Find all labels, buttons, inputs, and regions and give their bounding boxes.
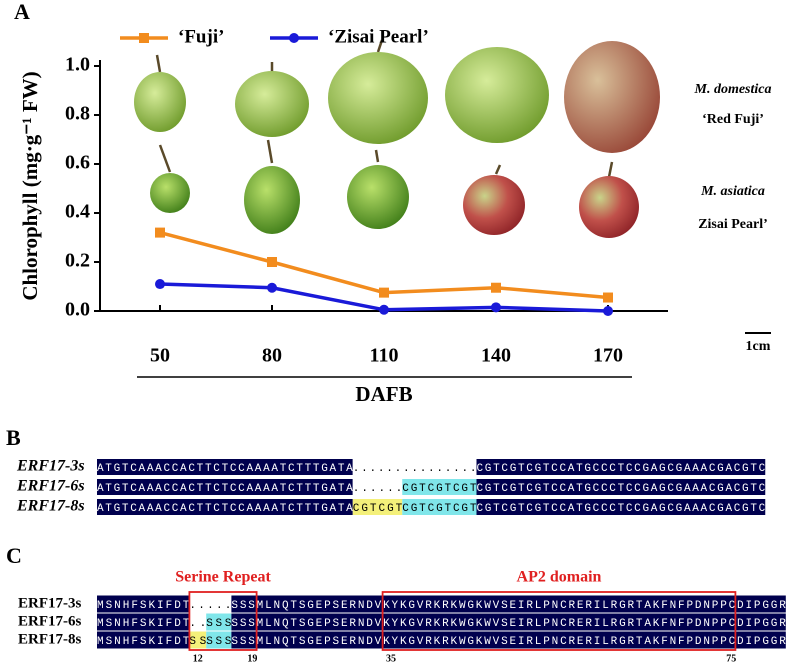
scale-bar-label: 1cm [746,339,771,354]
y-tick-label: 0.4 [65,201,90,223]
y-axis-label: Chlorophyll (mg·g⁻¹ FW) [18,71,42,300]
sequence-text: CGTCGTCGT [402,503,477,515]
marker [379,304,389,315]
cultivar-label: Zisai Pearl’ [698,217,768,232]
position-label: 35 [386,653,396,664]
marker [379,287,389,298]
x-tick-label: 170 [593,345,623,367]
cultivar-label: ‘Red Fuji’ [702,112,764,127]
sequence-text: ............... [353,463,477,475]
sequence-block [476,479,766,495]
sequence-text: SSSMLNQTSGEPSERNDVKYKGVRKRKWGKWVSEIRLPNC… [231,636,786,648]
x-tick-label: 140 [481,345,511,367]
sequence-name: ERF17-6s [16,478,85,495]
x-axis-label: DAFB [355,382,412,406]
y-tick-label: 0.6 [65,152,90,174]
y-tick-label: 0.0 [65,299,90,321]
marker [289,33,299,43]
x-tick-label: 80 [262,345,282,367]
region-label: AP2 domain [517,569,602,586]
sequence-text: SSSMLNQTSGEPSERNDVKYKGVRKRKWGKWVSEIRLPNC… [231,618,786,630]
sequence-block [189,595,232,613]
sequence-block [97,595,190,613]
sequence-block [97,613,190,631]
sequence-text: MSNHFSKIFDT [97,600,190,612]
position-label: 75 [726,653,736,664]
sequence-text: CGTCGTCGTCCATGCCCTCCGAGCGAAACGACGTC [477,483,766,495]
y-tick-label: 1.0 [65,54,90,76]
species-label: M. domestica [694,82,772,97]
sequence-text: SSS [206,618,232,630]
sequence-block [97,479,353,495]
y-tick-label: 0.8 [65,103,90,125]
sequence-block [189,613,207,631]
sequence-text: CGTCGTCGT [402,483,477,495]
sequence-block [231,595,786,613]
sequence-text: ATGTCAAACCACTTCTCCAAAATCTTTGATA [97,503,353,515]
region-box [188,591,258,651]
position-label: 12 [193,653,203,664]
sequence-block [402,499,477,515]
sequence-name: ERF17-3s [16,458,85,475]
legend-label: ‘Fuji’ [178,26,224,47]
sequence-name: ERF17-6s [18,613,81,629]
sequence-text: ...... [353,483,403,495]
sequence-block [97,459,353,475]
sequence-text: CGTCGTCGTCCATGCCCTCCGAGCGAAACGACGTC [477,503,766,515]
sequence-text: ATGTCAAACCACTTCTCCAAAATCTTTGATA [97,483,353,495]
marker [139,33,149,43]
marker [155,227,165,238]
x-tick-label: 110 [370,345,399,367]
sequence-text: ATGTCAAACCACTTCTCCAAAATCTTTGATA [97,463,353,475]
region-label: Serine Repeat [175,569,271,586]
sequence-block [189,631,207,649]
marker [267,257,277,267]
sequence-text: ..... [189,600,231,612]
panel-label: B [6,425,21,450]
marker [603,306,613,316]
sequence-block [476,459,766,475]
sequence-block [476,499,766,515]
marker [603,292,613,303]
sequence-name: ERF17-8s [16,498,85,515]
sequence-block [97,499,353,515]
sequence-text: CGTCGTCGTCCATGCCCTCCGAGCGAAACGACGTC [477,463,766,475]
sequence-text: SSSMLNQTSGEPSERNDVKYKGVRKRKWGKWVSEIRLPNC… [231,600,786,612]
species-label: M. asiatica [700,184,765,199]
position-label: 19 [247,653,257,664]
marker [267,282,277,293]
sequence-text: CGTCGT [353,503,403,515]
region-box [381,591,737,651]
sequence-text: MSNHFSKIFDT [97,618,190,630]
y-tick-label: 0.2 [65,250,90,272]
sequence-block [231,631,786,649]
sequence-block [352,499,403,515]
sequence-block [352,459,477,475]
sequence-text: MSNHFSKIFDT [97,636,190,648]
sequence-name: ERF17-3s [18,595,81,611]
sequence-name: ERF17-8s [18,631,81,647]
sequence-text: SSS [206,636,232,648]
marker [155,279,165,290]
sequence-block [352,479,403,495]
sequence-block [402,479,477,495]
legend-label: ‘Zisai Pearl’ [328,26,429,47]
sequence-block [206,613,232,631]
x-tick-label: 50 [150,345,170,367]
sequence-block [231,613,786,631]
sequence-block [97,631,190,649]
panel-label: C [6,543,22,568]
fruit-photos [134,39,660,238]
marker [491,302,501,313]
sequence-block [206,631,232,649]
marker [491,282,501,293]
panel-label: A [14,0,30,24]
